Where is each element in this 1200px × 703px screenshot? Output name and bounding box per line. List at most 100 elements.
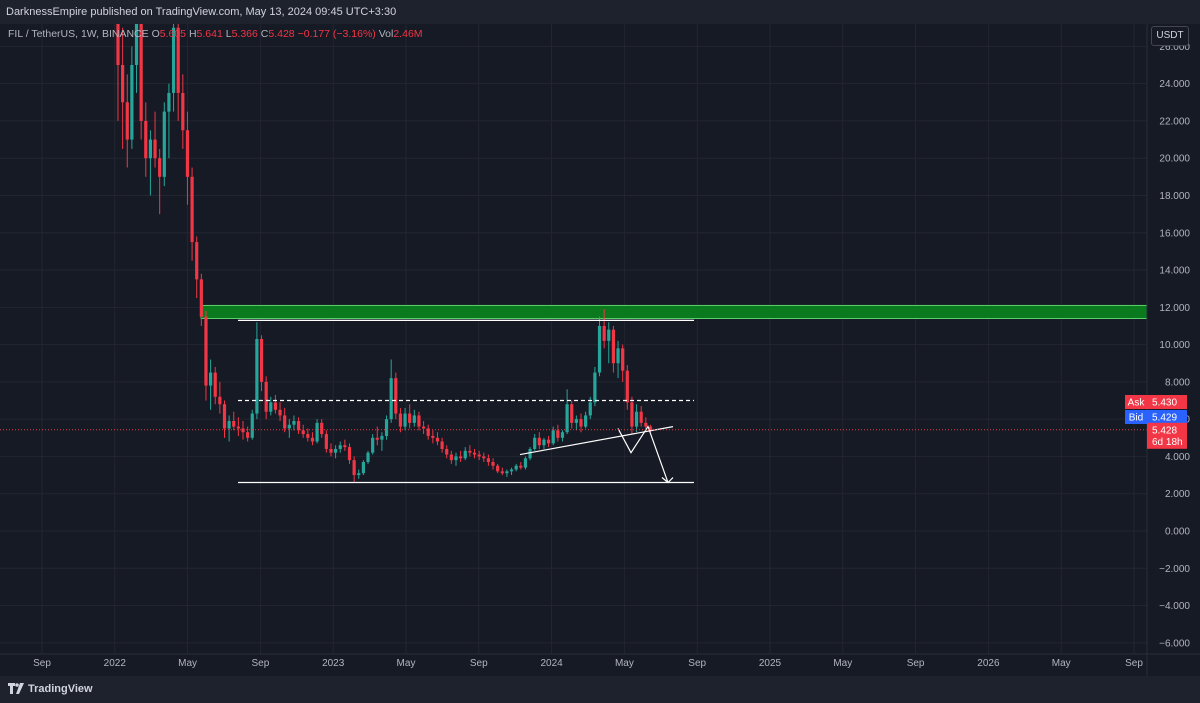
candle-body <box>380 435 384 440</box>
candlestick-chart[interactable]: 26.000 24.000 22.000 20.000 18.000 16.000 14.0… <box>0 24 1200 676</box>
candle-body <box>255 339 259 414</box>
candle-body <box>551 430 555 444</box>
candle-body <box>222 404 227 429</box>
candle-body <box>375 437 379 440</box>
change-value: −0.177 (−3.16%) <box>297 28 376 40</box>
candle-body <box>213 372 217 397</box>
x-tick-label: Sep <box>470 658 488 669</box>
candle-body <box>301 430 305 435</box>
candle-body <box>162 111 166 177</box>
x-tick-label: Sep <box>33 658 51 669</box>
y-tick-label: 24.000 <box>1159 79 1190 90</box>
candle-body <box>482 456 486 459</box>
candle-body <box>269 402 273 412</box>
open-value: 5.605 <box>159 28 187 40</box>
vol-value: 2.46M <box>393 28 423 40</box>
candle-body <box>454 456 458 461</box>
candle-body <box>116 24 120 66</box>
ask-tag-value: 5.430 <box>1152 398 1177 409</box>
candle-body <box>158 158 162 177</box>
x-tick-label: May <box>615 658 634 669</box>
candle-body <box>366 452 370 463</box>
y-tick-label: 16.000 <box>1159 228 1190 239</box>
candle-body <box>546 439 551 444</box>
high-value: 5.641 <box>196 28 223 40</box>
candle-body <box>621 348 625 371</box>
chart-area[interactable]: 26.000 24.000 22.000 20.000 18.000 16.000 14.0… <box>0 24 1200 676</box>
candle-body <box>334 448 338 453</box>
candle-body <box>292 421 296 425</box>
symbol-title: FIL / TetherUS, 1W, BINANCE <box>8 28 149 40</box>
candle-body <box>505 471 509 474</box>
y-tick-label: 4.000 <box>1165 452 1190 463</box>
candle-body <box>496 465 500 472</box>
low-label: L <box>225 28 232 40</box>
footer-bar: TradingView <box>0 676 1200 703</box>
candle-body <box>426 428 430 436</box>
candle-body <box>634 411 639 427</box>
candle-body <box>310 437 315 442</box>
y-tick-label: −4.000 <box>1159 601 1190 612</box>
bid-tag-label: Bid <box>1129 413 1143 424</box>
x-tick-label: 2022 <box>104 658 127 669</box>
bid-tag-value: 5.429 <box>1152 413 1177 424</box>
candle-body <box>616 348 620 364</box>
countdown-value: 6d 18h <box>1152 437 1183 448</box>
symbol-legend: FIL / TetherUS, 1W, BINANCE O5.605 H5.64… <box>8 28 423 40</box>
candle-body <box>486 458 490 463</box>
candle-body <box>597 325 602 373</box>
candle-body <box>584 415 588 427</box>
candle-body <box>361 462 365 474</box>
x-tick-label: May <box>833 658 852 669</box>
y-tick-label: 0.000 <box>1165 526 1190 537</box>
high-label: H <box>188 28 197 40</box>
candle-body <box>491 462 495 466</box>
candle-body <box>639 411 643 423</box>
candle-body <box>241 428 245 433</box>
candle-body <box>218 396 222 405</box>
candle-body <box>445 448 449 455</box>
y-tick-label: 10.000 <box>1159 340 1190 351</box>
candle-body <box>417 415 421 427</box>
annotations <box>200 304 1148 319</box>
ask-tag-label: Ask <box>1128 398 1146 409</box>
candle-body <box>121 65 125 103</box>
y-tick-label: 8.000 <box>1165 377 1190 388</box>
candle-body <box>273 402 278 410</box>
candle-body <box>625 370 629 403</box>
last-price-tag <box>1147 422 1187 449</box>
candle-body <box>449 454 453 461</box>
gridlines <box>0 24 1147 654</box>
candle-body <box>509 469 514 472</box>
candle-body <box>352 460 356 476</box>
candle-body <box>181 92 185 131</box>
x-tick-label: Sep <box>1125 658 1143 669</box>
candle-body <box>153 139 157 159</box>
drawings <box>0 319 1147 484</box>
candle-body <box>139 24 143 121</box>
ask-tag-value-bg <box>1147 395 1187 409</box>
candle-body <box>431 435 435 438</box>
candle-body <box>648 426 653 431</box>
candle-body <box>371 437 375 453</box>
candle-body <box>278 409 282 416</box>
candle-body <box>537 437 541 446</box>
candle-body <box>185 130 190 177</box>
y-tick-label: 18.000 <box>1159 191 1190 202</box>
candle-body <box>519 465 523 468</box>
candle-body <box>283 415 287 429</box>
candle-body <box>412 415 416 423</box>
bid-tag-label-bg <box>1125 410 1147 424</box>
supply-zone <box>200 304 1148 319</box>
close-value: 5.428 <box>268 28 295 40</box>
currency-button[interactable]: USDT <box>1151 26 1189 46</box>
y-tick-label: 12.000 <box>1159 303 1190 314</box>
candle-body <box>542 439 546 446</box>
candle-body <box>500 471 504 474</box>
candle-body <box>171 27 176 93</box>
candle-body <box>394 378 398 414</box>
candle-body <box>472 452 477 455</box>
published-line: DarknessEmpire published on TradingView.… <box>6 6 397 18</box>
candle-body <box>343 445 347 448</box>
y-tick-label: 2.000 <box>1165 489 1190 500</box>
